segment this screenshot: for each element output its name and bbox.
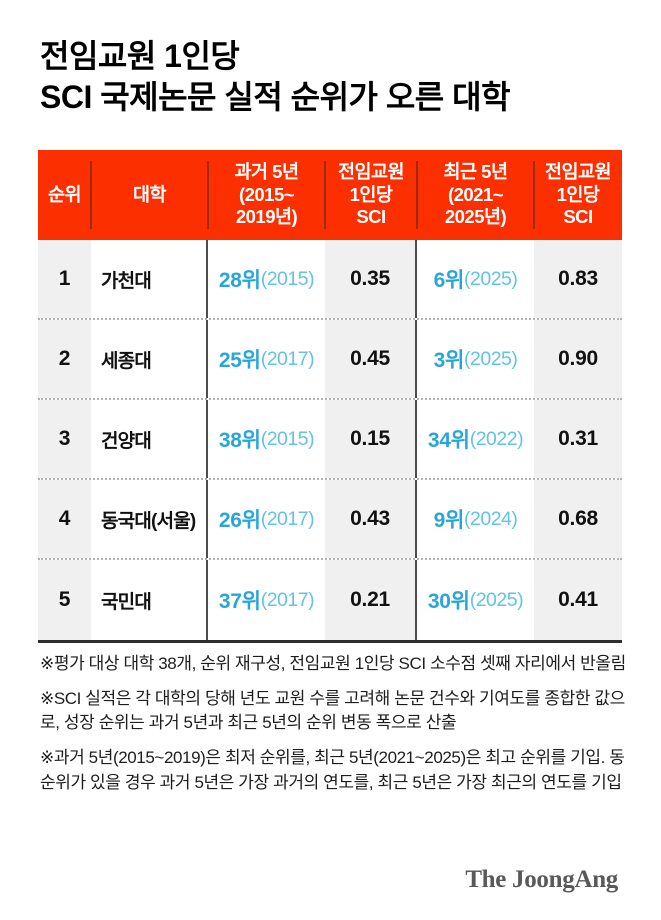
past-sci-cell: 0.15 [325,400,417,478]
past-rank-value: 26위 [218,509,261,532]
past-sci-cell: 0.43 [325,480,417,558]
header-recent-5yr: 최근 5년 (2021~ 2025년) [417,150,535,240]
past-sci-cell: 0.45 [325,320,417,398]
header-recent-sci: 전임교원 1인당 SCI [544,161,612,228]
rank-cell: 2 [38,320,91,398]
title-line-2: SCI 국제논문 실적 순위가 오른 대학 [40,78,511,115]
rank-cell: 3 [38,400,91,478]
table-row: 1 가천대 28위 (2015) 0.35 6위 (2025) 0.83 [38,240,622,320]
recent-sci-cell: 0.83 [534,240,622,318]
ranking-table: 순위 대학 과거 5년 (2015~ 2019년) 전임교원 1인당 SCI 최… [38,150,622,643]
table-row: 2 세종대 25위 (2017) 0.45 3위 (2025) 0.90 [38,320,622,400]
past-rank-year: (2015) [260,267,315,290]
recent-rank-year: (2025) [469,588,524,611]
recent-rank-year: (2025) [464,347,518,370]
recent-rank-year: (2025) [464,267,518,290]
past-rank-cell: 26위 (2017) [208,480,325,558]
header-rank: 순위 [38,150,92,240]
recent-rank-year: (2022) [469,427,524,450]
recent-rank-cell: 34위 (2022) [417,400,534,478]
header-university: 대학 [91,150,209,240]
past-rank-value: 38위 [218,429,261,452]
past-rank-cell: 28위 (2015) [208,240,325,318]
table-row: 4 동국대(서울) 26위 (2017) 0.43 9위 (2024) 0.68 [38,480,622,560]
university-cell: 세종대 [91,320,208,398]
table-row: 5 국민대 37위 (2017) 0.21 30위 (2025) 0.41 [38,560,622,640]
past-rank-cell: 38위 (2015) [208,400,325,478]
recent-rank-value: 30위 [427,590,470,613]
rank-cell: 5 [38,560,91,640]
past-rank-value: 28위 [218,269,261,292]
university-cell: 가천대 [91,240,208,318]
recent-rank-cell: 30위 (2025) [417,560,534,640]
title-line-1: 전임교원 1인당 [40,38,240,74]
footnote-2: ※SCI 실적은 각 대학의 당해 년도 교원 수를 고려해 논문 건수와 기여… [40,689,625,733]
university-cell: 국민대 [91,560,208,640]
recent-rank-year: (2024) [464,507,518,530]
past-rank-cell: 37위 (2017) [208,560,325,640]
past-sci-cell: 0.21 [325,560,417,640]
recent-rank-value: 34위 [427,429,470,452]
recent-rank-cell: 6위 (2025) [417,240,534,318]
rank-cell: 4 [38,480,91,558]
page-title: 전임교원 1인당 SCI 국제논문 실적 순위가 오른 대학 [40,36,511,117]
past-rank-value: 37위 [218,590,261,613]
rank-cell: 1 [38,240,91,318]
past-rank-year: (2017) [260,347,315,370]
joongang-logo: The JoongAng [465,866,618,893]
past-sci-cell: 0.35 [325,240,417,318]
past-rank-cell: 25위 (2017) [208,320,325,398]
recent-rank-value: 6위 [433,269,465,292]
past-rank-value: 25위 [218,349,261,372]
recent-rank-value: 9위 [433,509,465,532]
recent-rank-cell: 9위 (2024) [417,480,534,558]
header-past-sci: 전임교원 1인당 SCI [325,150,418,240]
recent-rank-value: 3위 [433,349,465,372]
header-past-5yr: 과거 5년 (2015~ 2019년) [208,150,326,240]
footnote-3: ※과거 5년(2015~2019)은 최저 순위를, 최근 5년(2021~20… [40,748,625,792]
university-cell: 건양대 [91,400,208,478]
recent-sci-cell: 0.31 [534,400,622,478]
recent-sci-cell: 0.90 [534,320,622,398]
recent-rank-cell: 3위 (2025) [417,320,534,398]
past-rank-year: (2015) [260,427,315,450]
footnote-1: ※평가 대상 대학 38개, 순위 재구성, 전임교원 1인당 SCI 소수점 … [40,654,626,673]
recent-sci-cell: 0.41 [534,560,622,640]
past-rank-year: (2017) [260,507,315,530]
table-row: 3 건양대 38위 (2015) 0.15 34위 (2022) 0.31 [38,400,622,480]
footnotes: ※평가 대상 대학 38개, 순위 재구성, 전임교원 1인당 SCI 소수점 … [40,652,626,806]
recent-sci-cell: 0.68 [534,480,622,558]
table-header: 순위 대학 과거 5년 (2015~ 2019년) 전임교원 1인당 SCI 최… [38,150,622,240]
university-cell: 동국대(서울) [91,480,208,558]
past-rank-year: (2017) [260,588,315,611]
